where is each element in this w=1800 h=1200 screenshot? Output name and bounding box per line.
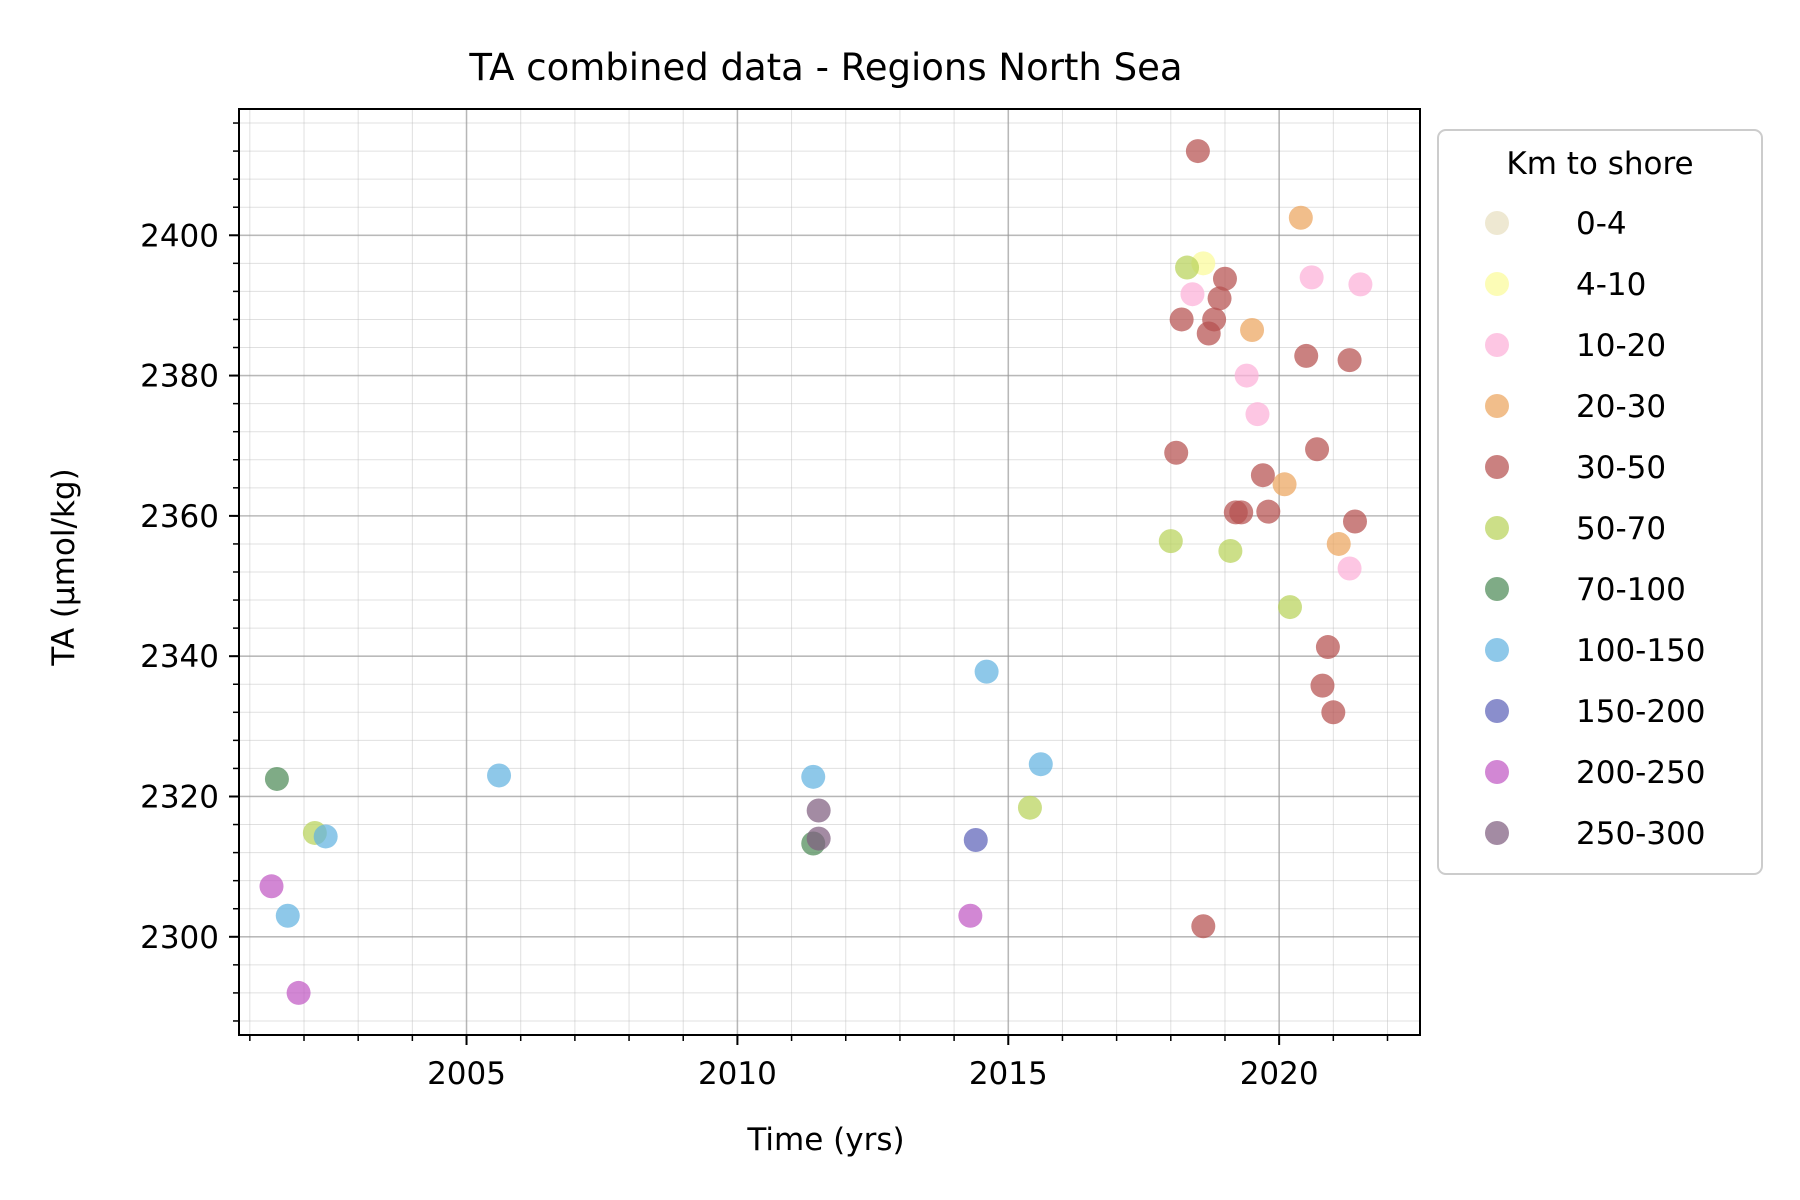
data-point-10-20 [1337,556,1362,581]
data-point-20-30 [1272,472,1297,497]
data-point-250-300 [806,798,831,823]
y-tick-label: 2380 [140,359,219,395]
data-point-30-50 [1321,700,1346,725]
legend-label-150-200: 150-200 [1576,694,1706,730]
legend-marker-4-10 [1485,272,1509,296]
data-point-20-30 [1326,531,1351,556]
data-points [259,139,1373,1005]
chart-title: TA combined data - Regions North Sea [468,46,1182,89]
y-axis-label: TA (µmol/kg) [46,468,82,666]
legend-label-70-100: 70-100 [1576,572,1686,608]
data-point-30-50 [1294,343,1319,368]
data-point-30-50 [1250,463,1275,488]
data-point-30-50 [1164,440,1189,465]
data-point-200-250 [286,980,311,1005]
data-point-10-20 [1180,282,1205,307]
data-point-10-20 [1299,265,1324,290]
y-tick-label: 2360 [140,499,219,535]
legend-label-20-30: 20-30 [1576,389,1666,425]
data-point-30-50 [1185,139,1210,164]
data-point-100-150 [275,903,300,928]
data-point-100-150 [801,764,826,789]
legend-label-30-50: 30-50 [1576,450,1666,486]
data-point-200-250 [958,903,983,928]
data-point-30-50 [1212,266,1237,291]
legend-label-0-4: 0-4 [1576,206,1627,242]
data-point-50-70 [1017,795,1042,820]
data-point-30-50 [1305,437,1330,462]
major-grid [239,109,1420,1035]
legend-box [1437,129,1763,875]
legend-marker-70-100 [1485,577,1509,601]
x-tick-label: 2015 [969,1056,1048,1092]
legend-marker-0-4 [1485,211,1509,235]
data-point-100-150 [313,824,338,849]
legend-marker-20-30 [1485,394,1509,418]
data-point-50-70 [1277,595,1302,620]
y-axis: 2300 2320 2340 2360 2380 2400 [140,122,239,1022]
data-point-30-50 [1229,500,1254,525]
legend-marker-50-70 [1485,516,1509,540]
y-tick-label: 2400 [140,218,219,254]
data-point-50-70 [1175,255,1200,280]
legend-marker-10-20 [1485,333,1509,357]
data-point-30-50 [1207,286,1232,311]
data-point-200-250 [259,874,284,899]
legend-label-250-300: 250-300 [1576,816,1706,852]
data-point-30-50 [1256,499,1281,524]
data-point-30-50 [1169,307,1194,332]
data-point-30-50 [1315,635,1340,660]
data-point-30-50 [1342,509,1367,534]
legend-label-100-150: 100-150 [1576,633,1706,669]
legend-marker-200-250 [1485,760,1509,784]
data-point-20-30 [1240,317,1265,342]
y-tick-label: 2300 [140,920,219,956]
x-axis-label: Time (yrs) [746,1122,904,1158]
data-point-30-50 [1337,348,1362,373]
data-point-30-50 [1310,673,1335,698]
legend-marker-30-50 [1485,455,1509,479]
data-point-10-20 [1234,363,1259,388]
minor-grid [239,109,1420,1035]
legend-label-200-250: 200-250 [1576,755,1706,791]
data-point-50-70 [1218,538,1243,563]
x-axis: 2005 2010 2015 2020 [249,1035,1389,1092]
legend-marker-250-300 [1485,821,1509,845]
legend: Km to shore 0-4 4-10 10-20 20-30 30-50 50-70 7… [1437,129,1763,875]
legend-label-10-20: 10-20 [1576,328,1666,364]
x-tick-label: 2020 [1240,1056,1319,1092]
data-point-50-70 [1158,529,1183,554]
data-point-30-50 [1196,321,1221,346]
data-point-10-20 [1245,402,1270,427]
x-tick-label: 2005 [427,1056,506,1092]
data-point-20-30 [1288,205,1313,230]
data-point-100-150 [1028,752,1053,777]
legend-label-4-10: 4-10 [1576,267,1646,303]
data-point-150-200 [963,827,988,852]
data-point-30-50 [1191,914,1216,939]
x-tick-label: 2010 [698,1056,777,1092]
y-tick-label: 2340 [140,639,219,675]
data-point-70-100 [264,766,289,791]
data-point-250-300 [806,826,831,851]
legend-marker-100-150 [1485,638,1509,662]
data-point-100-150 [487,763,512,788]
y-tick-label: 2320 [140,779,219,815]
data-point-100-150 [974,659,999,684]
legend-label-50-70: 50-70 [1576,511,1666,547]
legend-items: 0-4 4-10 10-20 20-30 30-50 50-70 70-100 100-150… [1485,206,1706,852]
legend-title: Km to shore [1506,146,1693,182]
legend-marker-150-200 [1485,699,1509,723]
data-point-10-20 [1348,272,1373,297]
